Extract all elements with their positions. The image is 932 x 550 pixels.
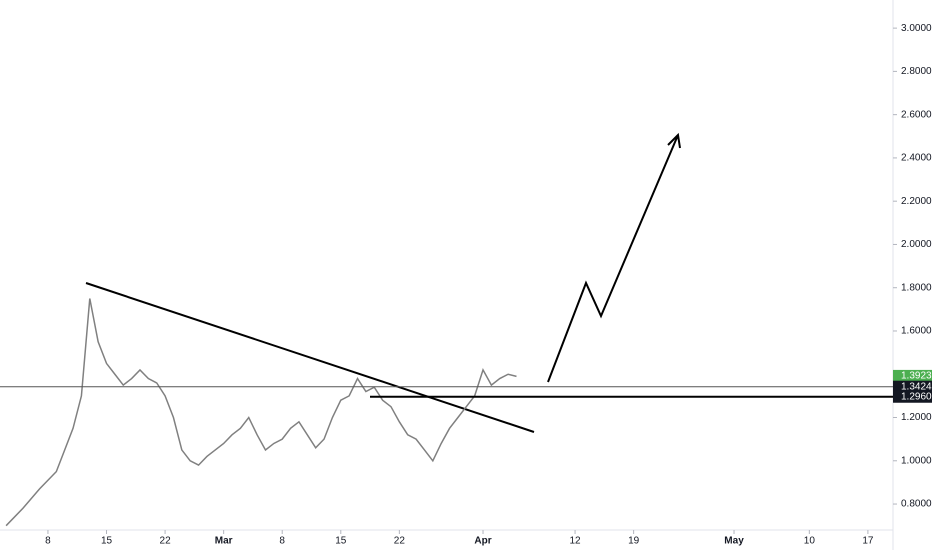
y-tick-label: 2.0000 — [901, 239, 932, 250]
price-label: 1.2960 — [901, 391, 932, 402]
x-tick-label: Apr — [474, 536, 491, 547]
price-label-bg — [893, 369, 932, 382]
projection-arrow — [547, 134, 679, 383]
y-tick-label: 1.2000 — [901, 412, 932, 423]
x-tick-label: 17 — [862, 536, 874, 547]
x-tick-label: 15 — [335, 536, 347, 547]
x-tick-label: 22 — [394, 536, 406, 547]
price-label: 1.3424 — [901, 381, 932, 392]
x-tick-label: Mar — [215, 536, 233, 547]
price-label-bg — [893, 390, 932, 403]
x-tick-label: 8 — [279, 536, 285, 547]
y-tick-label: 3.0000 — [901, 23, 932, 34]
y-tick-label: 2.6000 — [901, 109, 932, 120]
x-tick-label: 10 — [804, 536, 816, 547]
trendline — [85, 282, 535, 433]
x-tick-label: May — [724, 536, 744, 547]
price-label: 1.3923 — [901, 371, 932, 382]
x-tick-label: 15 — [101, 536, 113, 547]
arrow-head — [667, 132, 681, 149]
y-tick-label: 1.6000 — [901, 326, 932, 337]
y-tick-label: 2.2000 — [901, 196, 932, 207]
y-tick-label: 1.8000 — [901, 282, 932, 293]
x-tick-label: 12 — [569, 536, 581, 547]
y-tick-label: 2.8000 — [901, 66, 932, 77]
price-label-bg — [893, 380, 932, 393]
x-tick-label: 8 — [45, 536, 51, 547]
y-tick-label: 0.8000 — [901, 499, 932, 510]
price-line — [5, 298, 517, 527]
x-tick-label: 19 — [628, 536, 640, 547]
y-tick-label: 1.0000 — [901, 455, 932, 466]
x-tick-label: 22 — [160, 536, 172, 547]
y-tick-label: 2.4000 — [901, 153, 932, 164]
